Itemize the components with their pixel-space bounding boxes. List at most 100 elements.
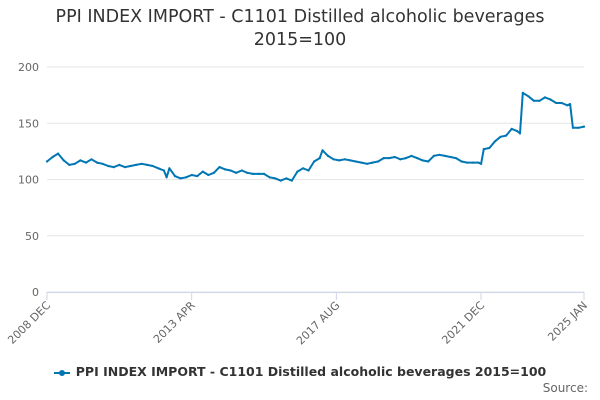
x-tick-label: 2008 DEC [5,299,53,347]
y-tick-label: 0 [32,286,39,299]
data-point [262,172,266,175]
data-point [582,125,586,128]
data-point [521,91,524,94]
data-point [224,168,227,171]
data-point [571,126,575,129]
data-point [279,179,282,182]
data-point [388,157,391,160]
legend-line-symbol [53,368,70,378]
data-point [466,161,469,164]
data-point [432,154,435,157]
y-tick-label: 50 [25,230,39,243]
data-point [62,159,65,162]
data-point [449,155,452,159]
data-point [290,179,293,182]
data-point [146,163,149,166]
data-point [235,171,238,174]
data-point [79,159,82,162]
data-point [505,134,508,137]
data-point [318,157,321,160]
data-point [301,167,305,170]
data-point [471,161,474,164]
data-point [543,96,547,99]
data-point [410,154,413,157]
data-point [307,169,310,172]
data-point [68,163,71,166]
data-point [84,161,88,164]
y-tick-label: 150 [18,117,39,130]
data-point [460,160,463,163]
data-point [438,153,441,156]
x-tick-label: 2013 APR [151,299,198,346]
data-point [285,177,288,180]
data-point [566,104,569,107]
data-point [393,155,396,159]
legend-label: PPI INDEX IMPORT - C1101 Distilled alcoh… [75,364,547,379]
data-point [443,154,446,157]
data-point [493,140,497,143]
data-point [90,158,93,161]
gridlines [47,66,584,293]
data-point [416,157,419,160]
data-point [57,152,60,155]
y-tick-label: 200 [18,61,39,74]
data-point [454,157,458,160]
data-point [246,171,249,174]
data-point [354,160,357,163]
data-point [365,162,369,165]
data-point [240,169,243,172]
data-point [257,172,260,175]
data-point [229,169,232,172]
data-point [343,158,346,161]
data-point [51,155,54,159]
data-point [151,164,154,168]
data-point [296,170,299,173]
data-point [488,146,491,150]
data-point [201,170,204,173]
data-point [207,173,210,177]
data-point [45,160,49,163]
data-point [190,173,193,177]
data-point [477,161,480,164]
data-point [251,172,254,175]
data-point [499,135,502,138]
data-point [421,159,424,162]
data-point [185,176,188,179]
data-point [165,176,168,179]
data-point [360,161,363,164]
data-point [162,169,165,172]
data-point [377,160,380,163]
data-point [538,99,541,102]
data-point [218,166,221,169]
data-point [96,161,99,164]
data-point [480,162,483,165]
series-group [45,91,586,182]
data-point [107,164,110,168]
data-point [101,162,104,165]
data-point [516,130,519,133]
data-point [338,159,341,162]
x-axis: 2008 DEC 2013 APR 2017 AUG 2021 DEC 2025 JAN [5,292,590,347]
series-line-0 [46,91,585,182]
data-point [313,160,316,163]
y-tick-label: 100 [18,174,39,187]
source-label[interactable]: Source: [542,381,588,395]
data-point [321,149,324,152]
data-point [427,160,430,163]
data-point [349,159,352,162]
data-point [129,164,132,168]
x-tick-label: 2017 AUG [294,299,343,348]
y-axis: 0 50 100 150 200 [18,61,39,299]
data-point [268,176,271,179]
data-point [404,157,407,160]
data-point [371,161,374,164]
data-point [560,101,563,105]
data-point [382,157,385,160]
data-point [326,154,330,157]
data-point [274,177,277,180]
data-point [549,98,552,101]
legend[interactable]: PPI INDEX IMPORT - C1101 Distilled alcoh… [0,364,600,379]
data-point [399,158,402,161]
data-point [157,167,160,170]
